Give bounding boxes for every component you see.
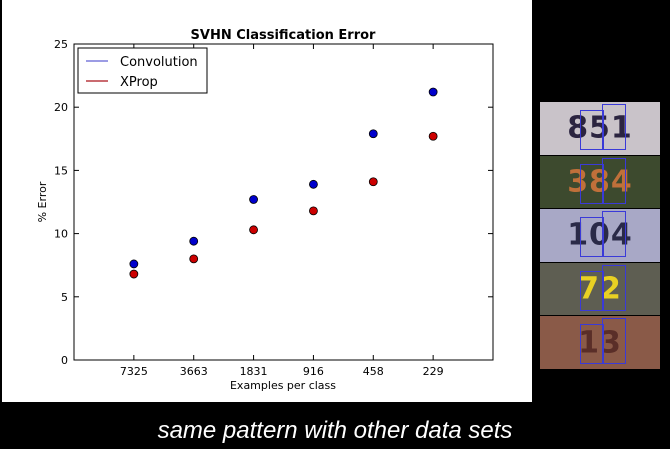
- data-point-xprop: [189, 254, 199, 264]
- y-tick-label: 10: [54, 228, 68, 241]
- chart-title: SVHN Classification Error: [191, 28, 377, 43]
- x-axis-label: Examples per class: [230, 379, 336, 392]
- x-axis-ticks: 7325 3663 1831 916 458 229: [120, 44, 444, 378]
- data-point-xprop: [249, 225, 258, 235]
- x-tick-label: 3663: [180, 365, 208, 378]
- data-point-xprop: [309, 206, 318, 216]
- x-tick-label: 458: [363, 365, 384, 378]
- data-point-xprop: [129, 269, 139, 279]
- legend-box: [77, 47, 208, 94]
- data-points: [129, 87, 438, 279]
- data-point-convolution: [249, 195, 258, 204]
- thumbnail-digits: 13: [578, 325, 622, 361]
- y-tick-label: 15: [54, 164, 68, 177]
- legend: Convolution XProp: [77, 47, 208, 94]
- x-tick-label: 916: [303, 365, 324, 378]
- thumbnail-digits: 851: [567, 110, 633, 146]
- y-axis-label: % Error: [36, 181, 49, 222]
- sample-thumbnail: 851: [540, 102, 660, 155]
- x-tick-label: 1831: [240, 365, 268, 378]
- bounding-box: [580, 324, 604, 365]
- y-tick-label: 20: [54, 101, 68, 114]
- y-tick-label: 25: [54, 38, 68, 51]
- thumbnail-digits: 104: [567, 217, 633, 253]
- legend-label-convolution: Convolution: [120, 55, 198, 70]
- bounding-box: [602, 318, 626, 365]
- sample-thumbnail: 104: [540, 209, 660, 262]
- bounding-box: [580, 270, 604, 311]
- y-tick-label: 0: [61, 354, 68, 367]
- data-point-convolution: [189, 236, 199, 246]
- thumbnail-digits: 72: [578, 271, 622, 307]
- chart-panel: SVHN Classification Error Examples per c…: [2, 0, 532, 402]
- bounding-box: [580, 110, 604, 150]
- sample-thumbnails: 851 384 104 72 13: [540, 102, 660, 369]
- data-point-convolution: [309, 179, 318, 189]
- bounding-box: [602, 104, 626, 150]
- x-tick-label: 7325: [120, 365, 148, 378]
- x-tick-label: 229: [423, 365, 444, 378]
- data-point-convolution: [368, 129, 378, 139]
- sample-thumbnail: 72: [540, 262, 660, 316]
- data-point-convolution: [428, 87, 438, 97]
- bounding-box: [602, 264, 626, 311]
- data-point-xprop: [368, 177, 378, 187]
- bounding-box: [602, 157, 626, 204]
- plot-area: [73, 43, 494, 361]
- caption: same pattern with other data sets: [157, 417, 513, 444]
- scatter-chart: SVHN Classification Error Examples per c…: [36, 28, 494, 392]
- legend-label-xprop: XProp: [120, 75, 158, 90]
- sample-thumbnail: 13: [540, 316, 660, 369]
- bounding-box: [580, 217, 604, 258]
- data-point-convolution: [129, 259, 139, 269]
- bounding-box: [580, 163, 604, 204]
- y-axis-ticks: 0 5 10 15 20 25: [54, 38, 493, 367]
- thumbnail-digits: 384: [567, 164, 633, 200]
- y-tick-label: 5: [61, 291, 68, 304]
- bounding-box: [602, 211, 626, 258]
- sample-thumbnail: 384: [540, 155, 660, 209]
- data-point-xprop: [428, 131, 438, 141]
